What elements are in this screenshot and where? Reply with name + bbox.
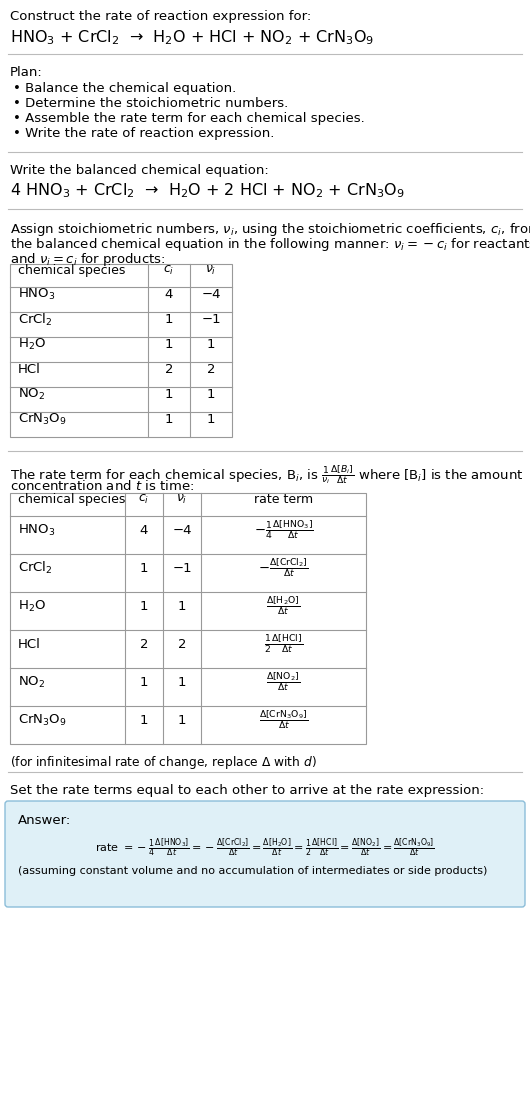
Text: 4: 4 (140, 524, 148, 536)
Text: the balanced chemical equation in the following manner: $\nu_i = -c_i$ for react: the balanced chemical equation in the fo… (10, 236, 530, 254)
Text: NO$_2$: NO$_2$ (18, 675, 46, 689)
Text: 2: 2 (165, 363, 173, 376)
Text: $\frac{1}{2}\frac{\Delta[\mathrm{HCl}]}{\Delta t}$: $\frac{1}{2}\frac{\Delta[\mathrm{HCl}]}{… (264, 633, 303, 655)
Text: rate term: rate term (254, 493, 313, 506)
Text: $\frac{\Delta[\mathrm{NO_2}]}{\Delta t}$: $\frac{\Delta[\mathrm{NO_2}]}{\Delta t}$ (267, 671, 301, 694)
Text: 1: 1 (140, 675, 148, 688)
Text: HCl: HCl (18, 363, 41, 376)
Text: • Write the rate of reaction expression.: • Write the rate of reaction expression. (13, 127, 275, 140)
Text: chemical species: chemical species (18, 264, 126, 277)
Text: 1: 1 (140, 562, 148, 575)
Text: • Assemble the rate term for each chemical species.: • Assemble the rate term for each chemic… (13, 112, 365, 125)
Text: chemical species: chemical species (18, 493, 126, 506)
Text: $-\frac{\Delta[\mathrm{CrCl_2}]}{\Delta t}$: $-\frac{\Delta[\mathrm{CrCl_2}]}{\Delta … (258, 556, 309, 579)
Text: Set the rate terms equal to each other to arrive at the rate expression:: Set the rate terms equal to each other t… (10, 784, 484, 797)
Text: 1: 1 (207, 413, 215, 426)
Text: −1: −1 (201, 312, 221, 326)
Text: $\nu_i$: $\nu_i$ (205, 264, 217, 277)
Text: 1: 1 (178, 599, 186, 613)
Text: CrN$_3$O$_9$: CrN$_3$O$_9$ (18, 713, 67, 727)
Text: $c_i$: $c_i$ (163, 264, 174, 277)
Text: $c_i$: $c_i$ (138, 493, 149, 506)
Text: HNO$_3$ + CrCl$_2$  →  H$_2$O + HCl + NO$_2$ + CrN$_3$O$_9$: HNO$_3$ + CrCl$_2$ → H$_2$O + HCl + NO$_… (10, 28, 374, 47)
Text: 4: 4 (165, 288, 173, 301)
Text: concentration and $t$ is time:: concentration and $t$ is time: (10, 479, 194, 493)
Text: 2: 2 (207, 363, 215, 376)
Text: 2: 2 (178, 637, 186, 651)
Text: $-\frac{1}{4}\frac{\Delta[\mathrm{HNO_3}]}{\Delta t}$: $-\frac{1}{4}\frac{\Delta[\mathrm{HNO_3}… (253, 518, 313, 542)
Text: Plan:: Plan: (10, 66, 43, 79)
Text: HNO$_3$: HNO$_3$ (18, 523, 56, 537)
Text: $\frac{\Delta[\mathrm{H_2O}]}{\Delta t}$: $\frac{\Delta[\mathrm{H_2O}]}{\Delta t}$ (267, 595, 301, 617)
Text: 1: 1 (165, 388, 173, 401)
Text: HCl: HCl (18, 637, 41, 651)
Text: CrCl$_2$: CrCl$_2$ (18, 560, 52, 576)
Text: HNO$_3$: HNO$_3$ (18, 287, 56, 302)
Text: Construct the rate of reaction expression for:: Construct the rate of reaction expressio… (10, 10, 311, 23)
Text: 1: 1 (165, 312, 173, 326)
Text: and $\nu_i = c_i$ for products:: and $\nu_i = c_i$ for products: (10, 251, 165, 268)
Text: 1: 1 (140, 714, 148, 726)
Text: 1: 1 (165, 413, 173, 426)
Text: $\frac{\Delta[\mathrm{CrN_3O_9}]}{\Delta t}$: $\frac{\Delta[\mathrm{CrN_3O_9}]}{\Delta… (259, 708, 308, 732)
Text: H$_2$O: H$_2$O (18, 598, 46, 614)
Text: Write the balanced chemical equation:: Write the balanced chemical equation: (10, 163, 269, 177)
Text: (assuming constant volume and no accumulation of intermediates or side products): (assuming constant volume and no accumul… (18, 866, 488, 876)
Bar (10, 264, 232, 437)
Text: 2: 2 (140, 637, 148, 651)
Text: $\nu_i$: $\nu_i$ (176, 493, 188, 506)
Text: 1: 1 (140, 599, 148, 613)
Text: (for infinitesimal rate of change, replace Δ with $d$): (for infinitesimal rate of change, repla… (10, 754, 317, 771)
Text: 1: 1 (165, 338, 173, 351)
Text: rate $= -\frac{1}{4}\frac{\Delta[\mathrm{HNO_3}]}{\Delta t} = -\frac{\Delta[\mat: rate $= -\frac{1}{4}\frac{\Delta[\mathrm… (95, 836, 435, 860)
Text: H$_2$O: H$_2$O (18, 337, 46, 353)
Text: −4: −4 (172, 524, 192, 536)
Text: • Determine the stoichiometric numbers.: • Determine the stoichiometric numbers. (13, 97, 288, 110)
Bar (10, 493, 366, 744)
Text: 1: 1 (207, 338, 215, 351)
Text: • Balance the chemical equation.: • Balance the chemical equation. (13, 82, 236, 95)
Text: 1: 1 (178, 675, 186, 688)
Text: CrN$_3$O$_9$: CrN$_3$O$_9$ (18, 411, 67, 427)
Text: −4: −4 (201, 288, 221, 301)
Text: −1: −1 (172, 562, 192, 575)
Text: 1: 1 (207, 388, 215, 401)
Text: 4 HNO$_3$ + CrCl$_2$  →  H$_2$O + 2 HCl + NO$_2$ + CrN$_3$O$_9$: 4 HNO$_3$ + CrCl$_2$ → H$_2$O + 2 HCl + … (10, 181, 405, 200)
Text: 1: 1 (178, 714, 186, 726)
Text: The rate term for each chemical species, B$_i$, is $\frac{1}{\nu_i}\frac{\Delta[: The rate term for each chemical species,… (10, 463, 524, 486)
Text: NO$_2$: NO$_2$ (18, 387, 46, 403)
Text: Answer:: Answer: (18, 814, 71, 827)
Text: CrCl$_2$: CrCl$_2$ (18, 311, 52, 328)
Text: Assign stoichiometric numbers, $\nu_i$, using the stoichiometric coefficients, $: Assign stoichiometric numbers, $\nu_i$, … (10, 221, 530, 238)
FancyBboxPatch shape (5, 801, 525, 907)
